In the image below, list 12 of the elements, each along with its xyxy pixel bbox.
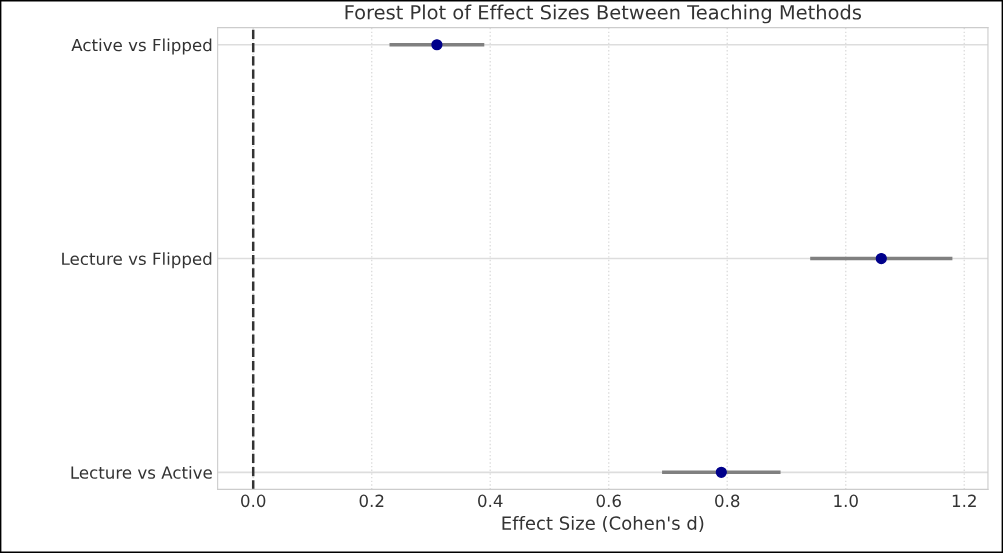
x-axis-title: Effect Size (Cohen's d)	[502, 515, 704, 533]
x-tick-label: 0.4	[478, 494, 503, 508]
y-tick-label: Lecture vs Flipped	[62, 252, 212, 269]
x-tick-label: 0.2	[359, 494, 384, 508]
x-tick-label: 0.8	[715, 494, 740, 508]
x-tick-label: 1.2	[952, 494, 976, 507]
x-tick-label: 0.6	[596, 494, 621, 508]
y-tick-label: Lecture vs Active	[71, 465, 212, 479]
chart-title: Forest Plot of Effect Sizes Between Teaching Methods	[345, 4, 861, 24]
x-tick-label: 0.0	[241, 494, 266, 508]
y-tick-label: Active vs Flipped	[71, 38, 212, 55]
x-tick-label: 1.0	[834, 494, 858, 508]
